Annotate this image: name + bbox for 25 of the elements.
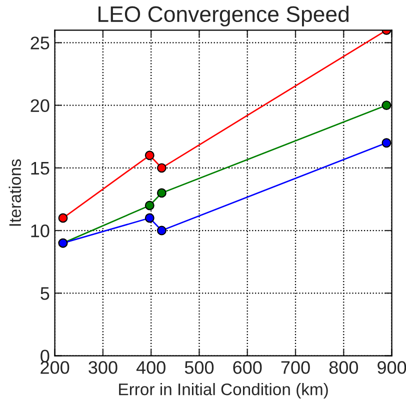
x-tick-label: 200 [40, 361, 70, 374]
x-tick-label: 600 [233, 361, 262, 374]
x-tick-label: 400 [136, 361, 166, 374]
point [58, 213, 68, 223]
point [156, 163, 166, 173]
x-tick-label: 700 [281, 361, 310, 374]
point [382, 138, 392, 148]
chart-title: LEO Convergence Speed [98, 6, 349, 26]
x-axis-title: Error in Initial Condition (km) [119, 383, 328, 399]
x-tick-label: 900 [378, 361, 406, 374]
y-tick-label: 15 [31, 162, 50, 175]
point [156, 188, 166, 198]
point [144, 213, 154, 223]
point [144, 150, 154, 160]
point [156, 226, 166, 236]
point [144, 200, 154, 210]
y-axis-title: Iterations [8, 159, 22, 226]
y-tick-label: 10 [31, 224, 50, 238]
x-tick-label: 500 [184, 361, 214, 374]
y-tick-label: 5 [40, 287, 50, 300]
x-tick-label: 800 [329, 361, 358, 374]
y-tick-label: 20 [30, 99, 50, 112]
x-tick-label: 300 [88, 361, 118, 374]
point [382, 100, 392, 110]
y-tick-label: 25 [30, 36, 50, 50]
